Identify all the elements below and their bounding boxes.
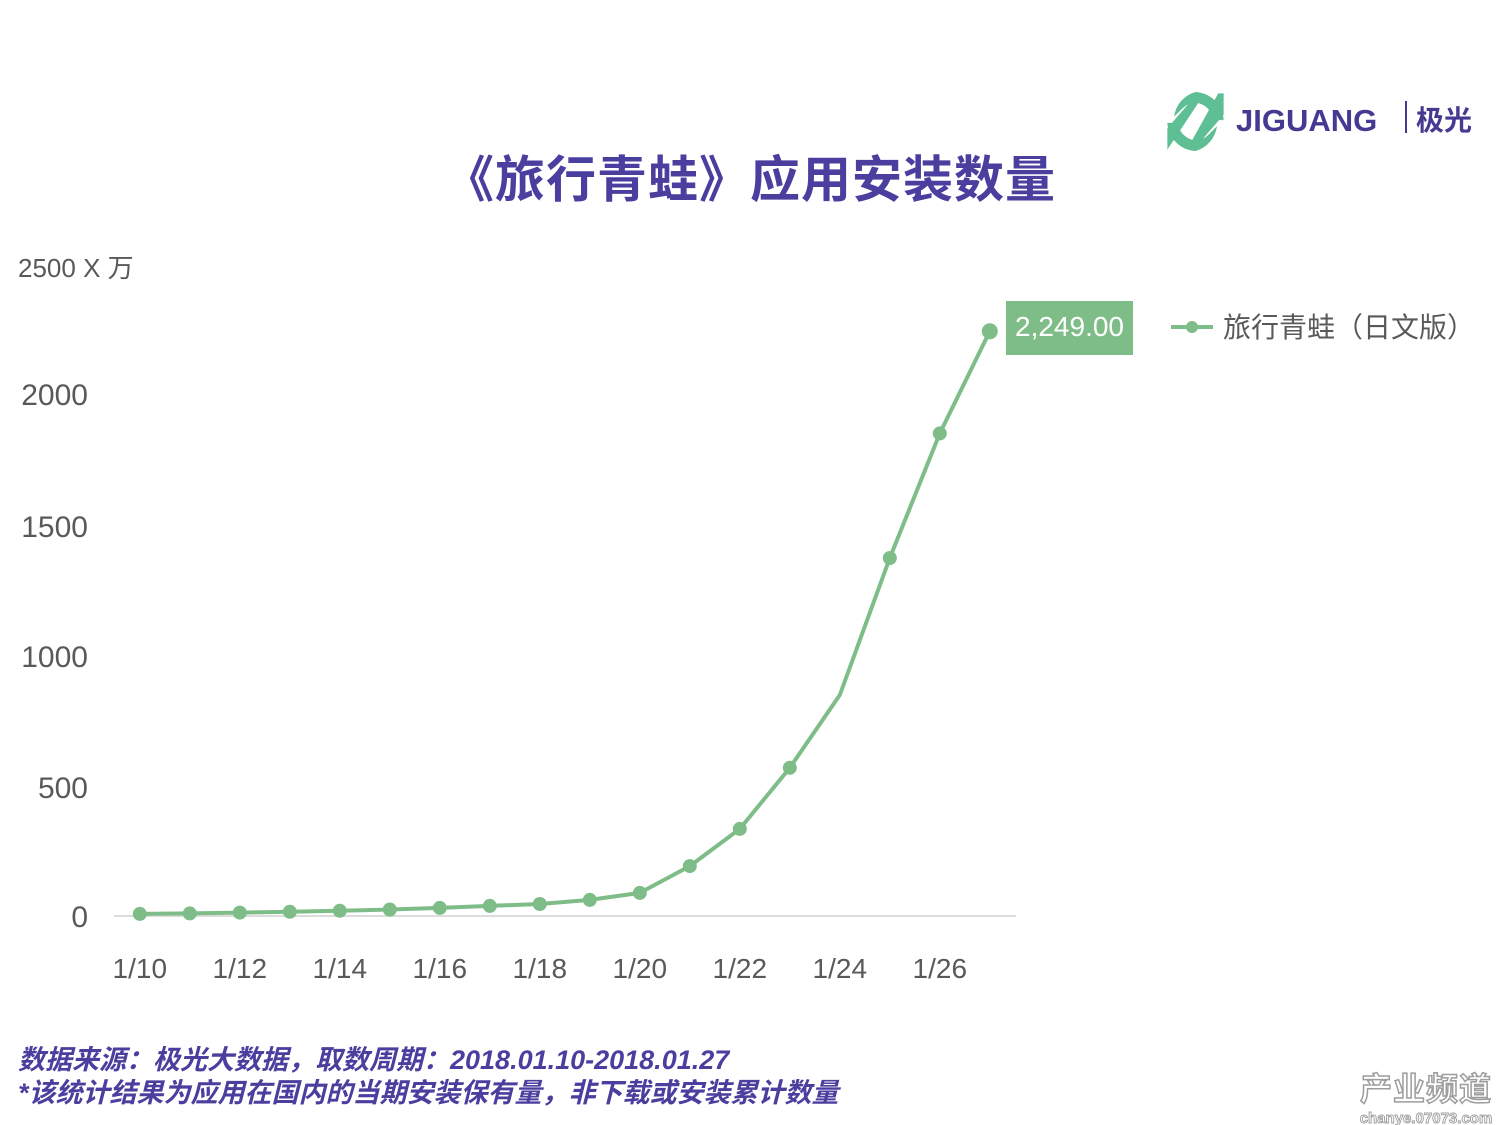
- svg-text:0: 0: [71, 901, 88, 934]
- svg-text:1/20: 1/20: [613, 953, 668, 984]
- svg-text:1/14: 1/14: [313, 953, 368, 984]
- svg-text:1000: 1000: [21, 641, 88, 674]
- svg-text:1/16: 1/16: [413, 953, 468, 984]
- svg-text:1/22: 1/22: [713, 953, 768, 984]
- svg-text:旅行青蛙（日文版）: 旅行青蛙（日文版）: [1223, 306, 1475, 346]
- svg-text:JIGUANG: JIGUANG: [1236, 103, 1377, 138]
- svg-text:2000: 2000: [21, 379, 88, 412]
- svg-text:2,249.00: 2,249.00: [1015, 311, 1124, 342]
- svg-text:1500: 1500: [21, 511, 88, 544]
- svg-text:1/24: 1/24: [813, 953, 868, 984]
- svg-text:500: 500: [38, 772, 88, 805]
- svg-text:1/12: 1/12: [213, 953, 268, 984]
- svg-text:1/18: 1/18: [513, 953, 568, 984]
- svg-text:1/10: 1/10: [113, 953, 168, 984]
- svg-text:1/26: 1/26: [913, 953, 968, 984]
- svg-text:极光: 极光: [1416, 99, 1472, 139]
